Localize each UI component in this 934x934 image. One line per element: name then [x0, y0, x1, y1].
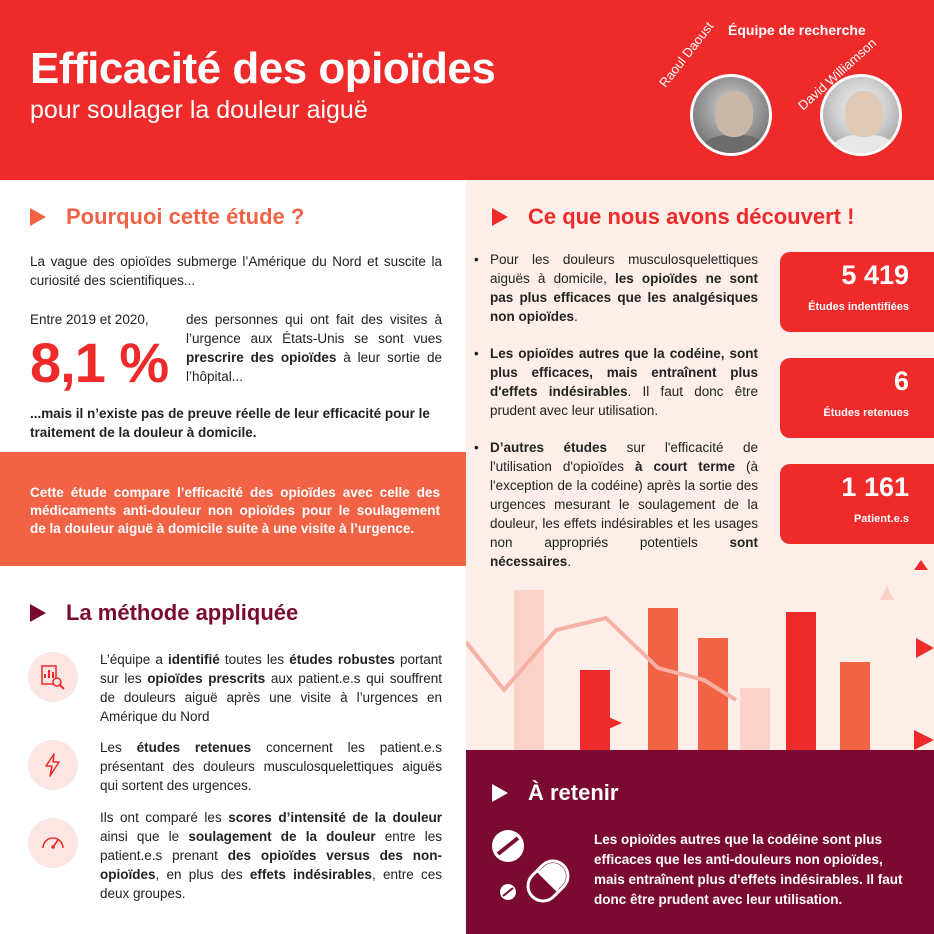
- lightning-icon: [28, 740, 78, 790]
- finding-1: • Pour les douleurs musculosquelettiques …: [474, 252, 758, 324]
- why-heading: Pourquoi cette étude ?: [30, 204, 304, 230]
- triangle-bullet-icon: [30, 604, 46, 622]
- stat-value: 6: [893, 366, 909, 396]
- page-title: Efficacité des opioïdes: [30, 44, 496, 93]
- method-step-2: Les études retenues concernent les patie…: [100, 740, 442, 793]
- study-aim-text: Cette étude compare l’efficacité des opi…: [30, 485, 440, 536]
- findings-heading: Ce que nous avons découvert !: [492, 204, 854, 230]
- stat-card-patients: 1 161 Patient.e.s: [780, 464, 934, 544]
- page-subtitle: pour soulager la douleur aiguë: [30, 96, 368, 124]
- method-step-1: L’équipe a identifié toutes les études r…: [100, 652, 443, 724]
- takeaway-heading: À retenir: [492, 780, 618, 806]
- gauge-icon: [28, 818, 78, 868]
- stat-value: 1 161: [841, 472, 909, 502]
- decorative-bar-graphic: [466, 560, 934, 750]
- team-label: Équipe de recherche: [728, 22, 866, 38]
- percent-figure: 8,1 %: [30, 331, 169, 394]
- researcher-photo-1: [690, 74, 772, 156]
- triangle-bullet-icon: [492, 208, 508, 226]
- stat-label: Patient.e.s: [853, 513, 909, 525]
- finding-2: • Les opioïdes autres que la codéine, son…: [474, 346, 758, 418]
- stat-label: Études retenues: [823, 407, 909, 419]
- researcher-photo-2: [820, 74, 902, 156]
- stat-label: Études indentifiées: [808, 301, 909, 313]
- finding-3: • D’autres études sur l'efficacité de l'u…: [474, 440, 758, 569]
- triangle-bullet-icon: [30, 208, 46, 226]
- document-search-icon: [28, 652, 78, 702]
- study-aim-band: Cette étude compare l’efficacité des opi…: [0, 452, 466, 566]
- pills-icon: [492, 830, 570, 903]
- takeaway-text: Les opioïdes autres que la codéine sont …: [594, 832, 903, 907]
- stat-card-retained: 6 Études retenues: [780, 358, 934, 438]
- stat-value: 5 419: [841, 260, 909, 290]
- percent-description: des personnes qui ont fait des visites à…: [186, 312, 442, 384]
- why-intro: La vague des opioïdes submerge l’Amériqu…: [30, 254, 442, 288]
- method-step-3: Ils ont comparé les scores d’intensité d…: [100, 810, 442, 901]
- method-heading: La méthode appliquée: [30, 600, 298, 626]
- why-conclusion: ...mais il n’existe pas de preuve réelle…: [30, 406, 430, 440]
- stat-card-identified: 5 419 Études indentifiées: [780, 252, 934, 332]
- takeaway-panel: À retenir Les opioïdes autres que la cod…: [466, 750, 934, 934]
- researcher-name-1: Raoul Daoust: [656, 18, 717, 91]
- why-period: Entre 2019 et 2020,: [30, 312, 149, 327]
- triangle-bullet-icon: [492, 784, 508, 802]
- header-banner: Efficacité des opioïdes pour soulager la…: [0, 0, 934, 180]
